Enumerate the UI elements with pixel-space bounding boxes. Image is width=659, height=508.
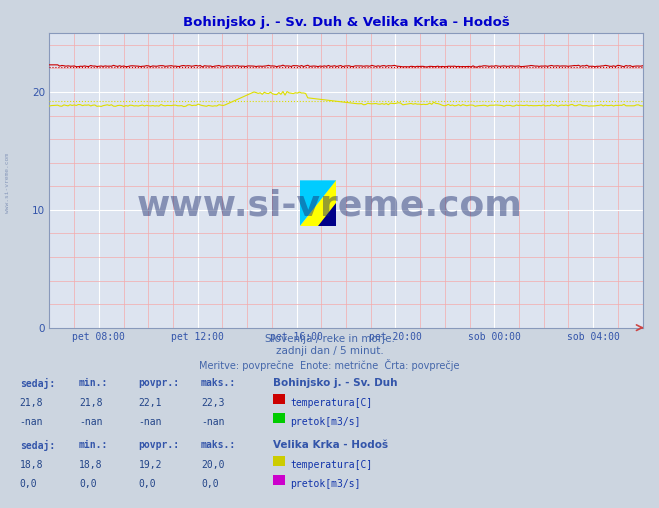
Text: zadnji dan / 5 minut.: zadnji dan / 5 minut.	[275, 346, 384, 357]
Text: povpr.:: povpr.:	[138, 378, 179, 389]
Text: sedaj:: sedaj:	[20, 378, 55, 390]
Text: 22,1: 22,1	[138, 398, 162, 408]
Text: povpr.:: povpr.:	[138, 440, 179, 451]
Text: maks.:: maks.:	[201, 440, 236, 451]
Text: 19,2: 19,2	[138, 460, 162, 470]
Polygon shape	[318, 203, 336, 226]
Text: 22,3: 22,3	[201, 398, 225, 408]
Text: Velika Krka - Hodoš: Velika Krka - Hodoš	[273, 440, 389, 451]
Text: 0,0: 0,0	[20, 479, 38, 489]
Text: Meritve: povprečne  Enote: metrične  Črta: povprečje: Meritve: povprečne Enote: metrične Črta:…	[199, 359, 460, 371]
Text: -nan: -nan	[79, 417, 103, 427]
Text: 0,0: 0,0	[138, 479, 156, 489]
Text: 0,0: 0,0	[79, 479, 97, 489]
Text: -nan: -nan	[20, 417, 43, 427]
Text: temperatura[C]: temperatura[C]	[290, 398, 372, 408]
Text: sedaj:: sedaj:	[20, 440, 55, 452]
Text: www.si-vreme.com: www.si-vreme.com	[136, 189, 523, 223]
Text: www.si-vreme.com: www.si-vreme.com	[5, 153, 11, 213]
Text: maks.:: maks.:	[201, 378, 236, 389]
Text: 21,8: 21,8	[20, 398, 43, 408]
Polygon shape	[300, 180, 336, 226]
Text: pretok[m3/s]: pretok[m3/s]	[290, 417, 360, 427]
Text: -nan: -nan	[138, 417, 162, 427]
Text: min.:: min.:	[79, 378, 109, 389]
Text: 18,8: 18,8	[79, 460, 103, 470]
Text: 0,0: 0,0	[201, 479, 219, 489]
Text: 21,8: 21,8	[79, 398, 103, 408]
Polygon shape	[300, 180, 336, 226]
Text: pretok[m3/s]: pretok[m3/s]	[290, 479, 360, 489]
Text: Bohinjsko j. - Sv. Duh & Velika Krka - Hodoš: Bohinjsko j. - Sv. Duh & Velika Krka - H…	[183, 16, 509, 29]
Text: 20,0: 20,0	[201, 460, 225, 470]
Text: temperatura[C]: temperatura[C]	[290, 460, 372, 470]
Text: Bohinjsko j. - Sv. Duh: Bohinjsko j. - Sv. Duh	[273, 378, 398, 389]
Text: 18,8: 18,8	[20, 460, 43, 470]
Text: -nan: -nan	[201, 417, 225, 427]
Text: Slovenija / reke in morje.: Slovenija / reke in morje.	[264, 334, 395, 344]
Text: min.:: min.:	[79, 440, 109, 451]
